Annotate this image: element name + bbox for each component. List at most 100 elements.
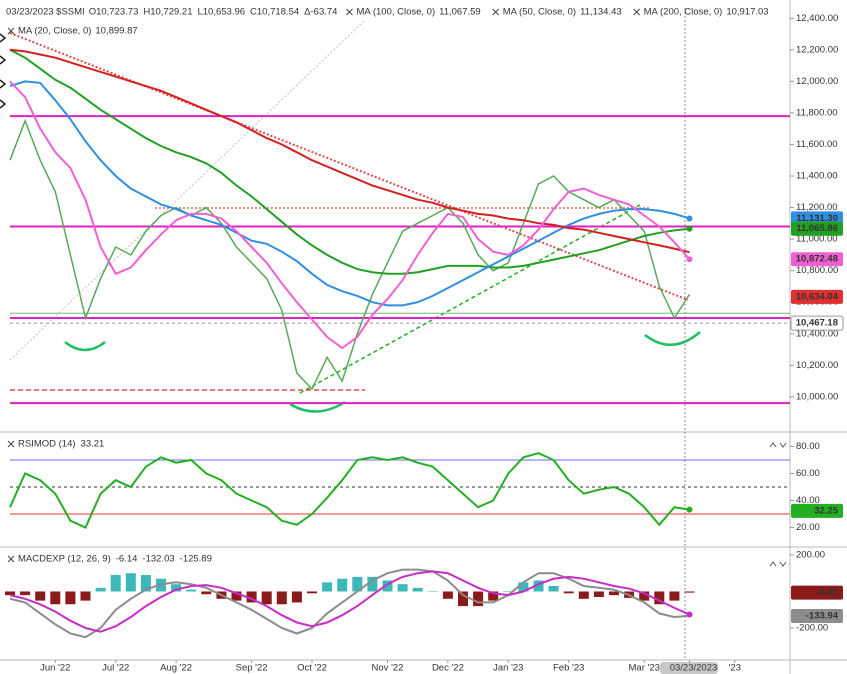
histogram-bar [125, 573, 136, 592]
x-tick-label: Jun '22 [40, 663, 70, 674]
histogram-bar [307, 591, 317, 594]
legend-value: 10,899.87 [95, 26, 137, 37]
series-line [9, 570, 690, 633]
histogram-bar [140, 575, 151, 592]
histogram-bar [442, 591, 453, 599]
histogram-bar [337, 578, 348, 592]
collapse-arrows [0, 33, 7, 109]
close-icon [7, 27, 15, 35]
price-label-box [791, 221, 843, 236]
y-tick-label: 11,200.00 [796, 202, 838, 213]
y-tick-label: 12,400.00 [796, 13, 838, 24]
trend-line [9, 19, 366, 361]
last-value-dot [686, 225, 693, 232]
histogram-bar [578, 591, 589, 599]
histogram-bar [322, 582, 333, 592]
histogram-bar [246, 591, 257, 603]
series-line [9, 452, 690, 529]
histogram-bar [382, 580, 393, 592]
y-tick-label: 12,000.00 [796, 76, 838, 87]
x-tick-label: Mar '23 [629, 663, 660, 674]
quote-value: C10,718.54 [250, 7, 299, 18]
y-tick-label: 11,000.00 [796, 234, 838, 245]
histogram-bar [276, 591, 287, 605]
series-line [9, 80, 690, 307]
histogram-bar [20, 591, 31, 596]
legend-value: 11,067.59 [439, 7, 481, 18]
panel-title: MACDEXP (12, 26, 9) [18, 554, 111, 565]
y-tick-label: 11,600.00 [796, 139, 838, 150]
price-label-box [791, 252, 843, 267]
smile-mark [64, 341, 106, 352]
series-line [9, 48, 690, 275]
histogram-bar [291, 591, 302, 603]
x-tick-label: Aug '22 [160, 663, 192, 674]
x-tick-label: Jan '23 [493, 663, 523, 674]
x-tick-label: Jul '22 [102, 663, 129, 674]
histogram-bar [110, 575, 121, 592]
histogram-bar [50, 591, 61, 605]
y-tick-label: 10,400.00 [796, 328, 838, 339]
histogram-bar [231, 591, 242, 601]
close-icon [633, 8, 640, 16]
histogram-bar [186, 589, 197, 592]
x-tick-label: 03/23/2023 [670, 663, 718, 674]
histogram-bar [609, 591, 619, 596]
x-tick-label: Sep '22 [236, 663, 268, 674]
legend-value: -125.89 [180, 554, 212, 565]
histogram-bar [65, 591, 76, 605]
quote-value: L10,653.96 [197, 7, 245, 18]
y-tick-label: 10,000.00 [796, 391, 838, 402]
x-tick-label: '23 [729, 663, 741, 674]
series-line [9, 80, 691, 350]
price-label: 10,634.04 [796, 291, 839, 302]
y-tick-label: 200.00 [796, 549, 825, 560]
y-tick-label: 40.00 [796, 495, 820, 506]
legend-value: 33.21 [81, 439, 105, 450]
histogram-bar [669, 591, 680, 601]
histogram-bar [412, 587, 423, 592]
last-value-dot [686, 506, 693, 513]
histogram-bar [367, 576, 378, 592]
legend-value: -6.14 [116, 554, 138, 565]
panel-title: RSIMOD (14) [18, 439, 76, 450]
y-tick-label: 12,200.00 [796, 44, 838, 55]
legend-name: MA (20, Close, 0) [18, 26, 91, 37]
series-line [9, 568, 690, 639]
cursor-date-box [660, 662, 718, 674]
legend-name: MA (200, Close, 0) [644, 7, 723, 18]
histogram-bar [503, 591, 514, 592]
x-tick-label: Feb '23 [553, 663, 584, 674]
y-tick-label: 10,200.00 [796, 360, 838, 371]
y-tick-label: -200.00 [796, 623, 828, 634]
histogram-bar [397, 584, 408, 592]
x-tick-label: Dec '22 [432, 663, 464, 674]
x-tick-label: Nov '22 [372, 663, 404, 674]
price-label-box [791, 289, 843, 304]
y-tick-label: 80.00 [796, 441, 820, 452]
quote-value: Δ-63.74 [304, 7, 337, 18]
legend-name: MA (100, Close, 0) [356, 7, 435, 18]
histogram-bar [5, 591, 15, 596]
legend-value: 11,134.43 [580, 7, 622, 18]
histogram-bar [458, 591, 468, 607]
close-icon [7, 555, 15, 563]
legend-name: MA (50, Close, 0) [503, 7, 576, 18]
y-tick-label: 11,400.00 [796, 171, 838, 182]
histogram-bar [684, 591, 695, 593]
legend-value: 10,917.03 [726, 7, 768, 18]
series-line [9, 118, 691, 391]
price-label: -133.94 [806, 610, 839, 621]
series-line [9, 48, 690, 254]
histogram-bar [35, 591, 46, 601]
x-tick-label: Oct '22 [297, 663, 327, 674]
price-label-box [791, 503, 843, 518]
histogram-bar [533, 580, 544, 592]
last-value-dot [686, 611, 693, 618]
price-label-box [791, 608, 843, 623]
histogram-bar [427, 591, 438, 592]
y-tick-label: 60.00 [796, 468, 820, 479]
